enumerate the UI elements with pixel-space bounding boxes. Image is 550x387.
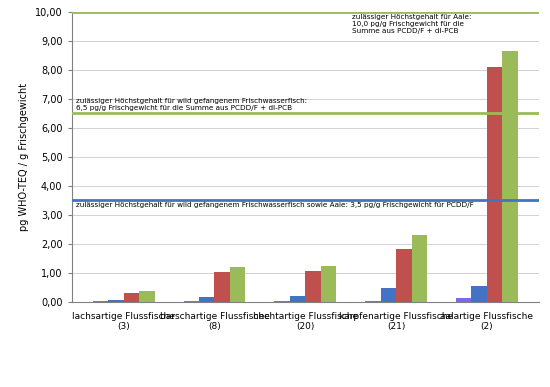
Bar bbox=[365, 301, 381, 302]
Bar bbox=[93, 301, 108, 302]
Bar bbox=[305, 271, 321, 302]
Bar bbox=[381, 288, 396, 302]
Bar bbox=[230, 267, 245, 302]
Bar bbox=[199, 297, 214, 302]
Text: zulässiger Höchstgehalt für wild gefangenem Frischwasserfisch:
6,5 pg/g Frischge: zulässiger Höchstgehalt für wild gefange… bbox=[76, 98, 307, 111]
Y-axis label: pg WHO-TEQ / g Frischgewicht: pg WHO-TEQ / g Frischgewicht bbox=[19, 83, 29, 231]
Bar bbox=[290, 296, 305, 302]
Bar bbox=[139, 291, 155, 302]
Bar bbox=[124, 293, 139, 302]
Bar bbox=[396, 249, 411, 302]
Bar bbox=[321, 265, 336, 302]
Bar bbox=[471, 286, 487, 302]
Bar bbox=[108, 300, 124, 302]
Text: zulässiger Höchstgehalt für Aale:
10,0 pg/g Frischgewicht für die
Summe aus PCDD: zulässiger Höchstgehalt für Aale: 10,0 p… bbox=[352, 14, 471, 34]
Text: zulässiger Höchstgehalt für wild gefangenem Frischwasserfisch sowie Aale: 3,5 pg: zulässiger Höchstgehalt für wild gefange… bbox=[76, 202, 474, 208]
Bar bbox=[214, 272, 230, 302]
Bar bbox=[274, 301, 290, 302]
Bar bbox=[487, 67, 502, 302]
Bar bbox=[456, 298, 471, 302]
Bar bbox=[411, 235, 427, 302]
Bar bbox=[502, 51, 518, 302]
